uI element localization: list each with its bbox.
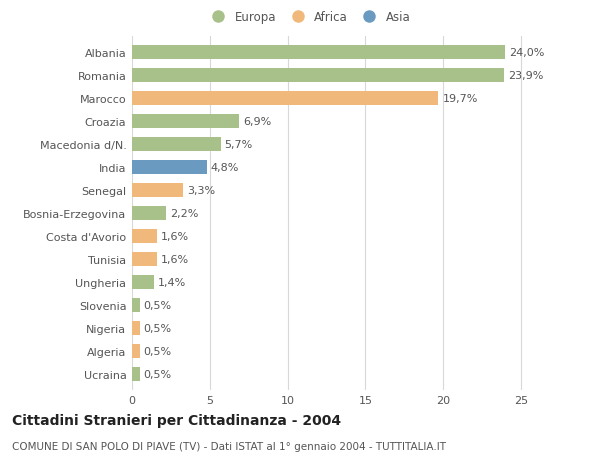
Text: COMUNE DI SAN POLO DI PIAVE (TV) - Dati ISTAT al 1° gennaio 2004 - TUTTITALIA.IT: COMUNE DI SAN POLO DI PIAVE (TV) - Dati …: [12, 441, 446, 451]
Text: 24,0%: 24,0%: [509, 48, 545, 58]
Bar: [132, 138, 221, 151]
Text: 1,6%: 1,6%: [161, 254, 189, 264]
Bar: [132, 275, 154, 289]
Text: 5,7%: 5,7%: [224, 140, 253, 150]
Bar: [132, 46, 505, 60]
Bar: [132, 230, 157, 243]
Text: 19,7%: 19,7%: [442, 94, 478, 104]
Bar: [132, 161, 206, 174]
Bar: [132, 298, 140, 312]
Bar: [132, 115, 239, 129]
Text: 3,3%: 3,3%: [187, 185, 215, 196]
Bar: [132, 69, 504, 83]
Text: 23,9%: 23,9%: [508, 71, 543, 81]
Bar: [132, 367, 140, 381]
Bar: [132, 321, 140, 335]
Text: 0,5%: 0,5%: [143, 300, 172, 310]
Bar: [132, 344, 140, 358]
Bar: [132, 184, 184, 197]
Text: 4,8%: 4,8%: [211, 162, 239, 173]
Text: 0,5%: 0,5%: [143, 346, 172, 356]
Text: 0,5%: 0,5%: [143, 369, 172, 379]
Text: Cittadini Stranieri per Cittadinanza - 2004: Cittadini Stranieri per Cittadinanza - 2…: [12, 413, 341, 427]
Bar: [132, 252, 157, 266]
Text: 0,5%: 0,5%: [143, 323, 172, 333]
Bar: [132, 207, 166, 220]
Text: 6,9%: 6,9%: [243, 117, 271, 127]
Text: 2,2%: 2,2%: [170, 208, 199, 218]
Text: 1,6%: 1,6%: [161, 231, 189, 241]
Bar: [132, 92, 439, 106]
Text: 1,4%: 1,4%: [158, 277, 186, 287]
Legend: Europa, Africa, Asia: Europa, Africa, Asia: [203, 7, 414, 27]
